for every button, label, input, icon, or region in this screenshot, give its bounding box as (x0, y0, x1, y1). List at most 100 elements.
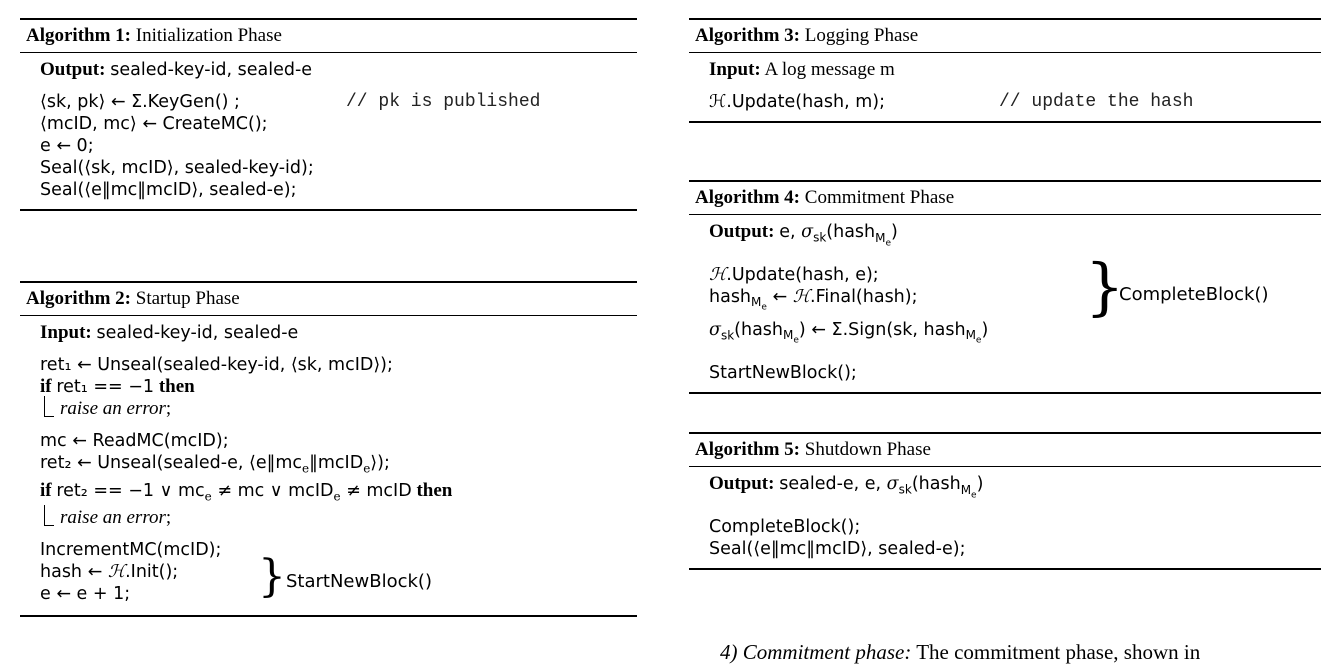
algorithm-name: Shutdown Phase (804, 439, 931, 460)
io-label: Output: (709, 473, 775, 494)
right-brace: } (1085, 249, 1125, 323)
algorithm-number: Algorithm 1: (26, 25, 132, 46)
algorithm-name: Logging Phase (804, 25, 919, 46)
code-line: ℋ.Update(hash, m); // update the hash (709, 91, 1321, 113)
mid-rule (689, 214, 1321, 215)
algorithm-title: Algorithm 2: Startup Phase (20, 283, 637, 315)
io-label: Input: (40, 322, 92, 343)
bottom-rule (20, 615, 637, 617)
algorithm-title: Algorithm 5: Shutdown Phase (689, 434, 1321, 466)
code-line: hashMe ← ℋ.Final(hash); (709, 286, 918, 313)
brace-label: StartNewBlock() (286, 571, 432, 592)
algorithm-4: Algorithm 4: Commitment Phase Output: e,… (689, 180, 1321, 394)
error-text: raise an error (60, 398, 166, 419)
block-bar (44, 396, 54, 417)
code-comment: // pk is published (346, 92, 541, 112)
code-line: e ← 0; (40, 136, 94, 156)
if-line: if ret₁ == −1 then (40, 376, 637, 398)
code-line: IncrementMC(mcID); (40, 540, 222, 560)
io-value: A log message m (764, 59, 895, 80)
algorithm-body: Output: sealed-e, e, σsk(hashMe) sealed-… (689, 467, 1321, 568)
algorithm-5: Algorithm 5: Shutdown Phase Output: seal… (689, 432, 1321, 570)
code-line: mc ← ReadMC(mcID); (40, 431, 229, 451)
algorithm-3: Algorithm 3: Logging Phase Input: A log … (689, 18, 1321, 123)
keyword-if: if (40, 479, 52, 501)
mid-rule (689, 52, 1321, 53)
paragraph-heading: 4) Commitment phase: (720, 640, 912, 664)
block-bar (44, 505, 54, 526)
algorithm-title: Algorithm 1: Initialization Phase (20, 20, 637, 52)
code-line: σsk(hashMe) ← Σ.Sign(sk, hashMe) (709, 319, 989, 346)
algorithm-body: Input: sealed-key-id, sealed-e ret₁ ← Un… (20, 316, 637, 615)
right-brace: } (258, 551, 286, 602)
code-line: ℋℋ.Update(hash, e);.Update(hash, e); (709, 264, 879, 285)
top-rule (20, 18, 637, 20)
algorithm-1: Algorithm 1: Initialization Phase Output… (20, 18, 637, 211)
keyword-then: then (416, 479, 453, 501)
io-line: Output: sealed-key-id, sealed-e (40, 59, 637, 81)
code-text: ⟨sk, pk⟩ ← Σ.KeyGen() ; (40, 92, 240, 112)
top-rule (689, 18, 1321, 20)
code-line: ⟨mcID, mc⟩ ← CreateMC(); (40, 114, 268, 134)
io-line: Input: sealed-key-id, sealed-e (40, 322, 637, 344)
code-line: ret₁ ← Unseal(sealed-key-id, ⟨sk, mcID⟩)… (40, 355, 393, 375)
io-value: sealed-key-id, sealed-e (110, 60, 313, 80)
algorithm-number: Algorithm 2: (26, 288, 132, 309)
code-line: e ← e + 1; (40, 584, 131, 604)
code-line: StartNewBlock(); (709, 362, 857, 383)
algorithm-number: Algorithm 4: (695, 187, 801, 208)
bottom-rule (689, 391, 1321, 394)
code-text: ret₂ ← Unseal(sealed-e, ⟨e‖mc (40, 453, 303, 473)
if-line: if ret₂ == −1 ∨ mce ≠ mc ∨ mcIDe ≠ mcID … (40, 479, 453, 504)
mid-rule (689, 466, 1321, 467)
algorithm-title: Algorithm 4: Commitment Phase (689, 182, 1321, 214)
code-text: hash ← (40, 562, 108, 582)
if-body: raise an error; (40, 505, 637, 529)
bottom-rule (20, 209, 637, 211)
error-text: raise an error (60, 507, 166, 528)
code-line: ret₂ ← Unseal(sealed-e, ⟨e‖mce‖mcIDe⟩); (40, 453, 390, 476)
code-text: σ (709, 319, 721, 340)
io-label: Output: (40, 59, 106, 80)
if-body: raise an error; (40, 396, 637, 420)
top-rule (20, 281, 637, 283)
algorithm-number: Algorithm 3: (695, 25, 801, 46)
code-text: ℋ.Update(hash, m); (709, 92, 885, 112)
code-line: ⟨sk, pk⟩ ← Σ.KeyGen() ; // pk is publish… (40, 91, 637, 113)
brace-label: CompleteBlock() (1119, 283, 1269, 305)
code-line: Seal(⟨sk, mcID⟩, sealed-key-id); (40, 158, 314, 178)
code-line: Seal(⟨e‖mc‖mcID⟩, sealed-e); (709, 538, 966, 559)
code-text: hash (709, 286, 752, 307)
io-line: Input: A log message m (709, 59, 1321, 81)
algorithm-body: Input: A log message m ℋ.Update(hash, m)… (689, 53, 1321, 121)
algorithm-title: Algorithm 3: Logging Phase (689, 20, 1321, 52)
section-paragraph: 4) Commitment phase: The commitment phas… (720, 640, 1200, 665)
code-line: CompleteBlock(); (709, 516, 861, 537)
io-line: Output: e, σsk(hashMe) e, σsk(hashMe) (709, 221, 898, 248)
io-value: sealed-key-id, sealed-e (96, 323, 299, 343)
keyword-then: then (158, 376, 195, 397)
algorithm-name: Startup Phase (135, 288, 240, 309)
code-line: hash ← ℋ.Init(); (40, 562, 179, 582)
mid-rule (20, 315, 637, 316)
algorithm-2: Algorithm 2: Startup Phase Input: sealed… (20, 281, 637, 617)
algorithm-number: Algorithm 5: (695, 439, 801, 460)
io-label: Output: (709, 221, 775, 242)
brace-group: hash ← ℋ.Init(); e ← e + 1; } StartNewBl… (40, 555, 637, 605)
paragraph-text: The commitment phase, shown in (916, 640, 1201, 664)
io-label: Input: (709, 59, 761, 80)
top-rule (689, 432, 1321, 434)
condition: ret₁ == −1 (56, 377, 155, 397)
condition: ret₂ == −1 ∨ mc (56, 480, 205, 501)
algorithm-body: Output: sealed-key-id, sealed-e ⟨sk, pk⟩… (20, 53, 637, 209)
mid-rule (20, 52, 637, 53)
algorithm-body: Output: e, σsk(hashMe) e, σsk(hashMe) ℋℋ… (689, 215, 1321, 392)
top-rule (689, 180, 1321, 182)
code-line: Seal(⟨e‖mc‖mcID⟩, sealed-e); (40, 180, 297, 200)
algorithm-name: Commitment Phase (804, 187, 955, 208)
bottom-rule (689, 121, 1321, 123)
keyword-if: if (40, 376, 52, 397)
algorithm-name: Initialization Phase (135, 25, 282, 46)
code-comment: // update the hash (999, 92, 1194, 112)
io-line: Output: sealed-e, e, σsk(hashMe) sealed-… (709, 473, 984, 500)
